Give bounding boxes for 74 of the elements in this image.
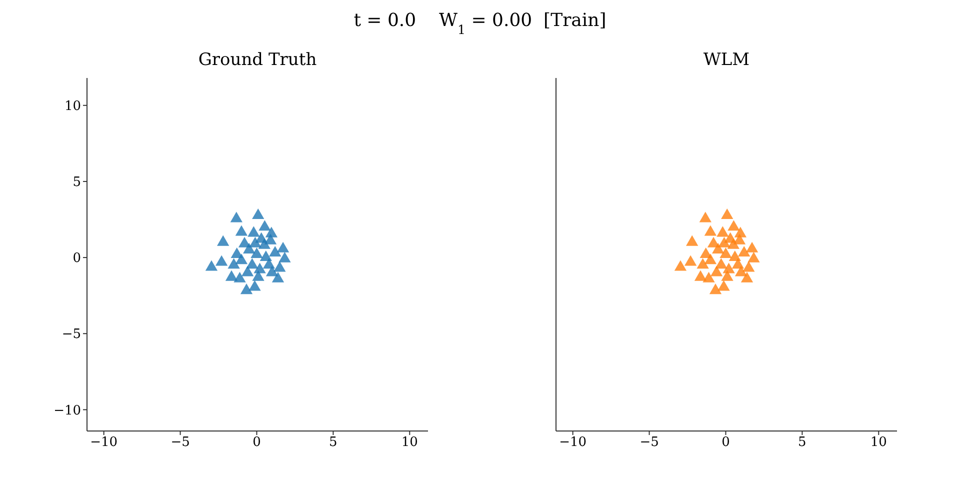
point <box>738 246 750 256</box>
point <box>240 284 253 294</box>
point <box>272 272 284 282</box>
point <box>704 225 717 236</box>
point <box>266 266 278 276</box>
point <box>716 226 729 237</box>
x-tick-label: 10 <box>870 435 887 450</box>
chart-title: WLM <box>702 50 751 70</box>
point <box>718 280 730 291</box>
x-tick-label: 10 <box>401 435 418 450</box>
point <box>684 255 697 266</box>
point <box>250 247 263 258</box>
point <box>274 261 286 272</box>
point <box>734 266 748 276</box>
x-tick-label: 5 <box>329 435 338 450</box>
y-tick-label: 10 <box>64 99 81 114</box>
point <box>696 258 709 269</box>
x-tick-label: −10 <box>559 435 587 450</box>
point <box>746 242 758 252</box>
point <box>252 270 264 281</box>
text: t = 0.0 W$_{1}$ = 0.00 [Train] <box>354 10 606 36</box>
point <box>694 270 707 281</box>
point <box>742 261 755 272</box>
point <box>252 208 264 220</box>
point <box>248 280 261 291</box>
point <box>235 225 248 236</box>
point <box>230 212 242 222</box>
x-tick-label: 0 <box>722 435 730 450</box>
point <box>215 255 228 266</box>
point <box>748 252 760 262</box>
point <box>700 247 712 258</box>
x-tick-label: −10 <box>90 435 118 450</box>
point <box>702 272 715 282</box>
point <box>225 270 238 281</box>
y-tick-label: 5 <box>72 175 81 190</box>
x-tick-label: 0 <box>252 435 261 450</box>
point <box>699 212 712 222</box>
point <box>721 208 734 220</box>
point <box>258 220 271 231</box>
point <box>715 258 728 269</box>
point <box>718 236 730 248</box>
point <box>230 247 243 258</box>
point <box>721 270 734 281</box>
point <box>674 260 687 271</box>
y-tick-label: −10 <box>54 403 81 418</box>
x-tick-label: 5 <box>798 435 806 450</box>
x-tick-label: −5 <box>640 435 659 450</box>
point <box>249 236 262 248</box>
chart-title: Ground Truth <box>197 50 318 70</box>
point <box>246 258 258 269</box>
y-tick-label: −5 <box>62 327 81 342</box>
point <box>733 234 746 244</box>
point <box>740 272 754 282</box>
point <box>707 236 720 248</box>
point <box>260 250 272 262</box>
point <box>709 284 722 294</box>
point <box>248 226 260 237</box>
point <box>264 234 277 244</box>
point <box>276 242 290 252</box>
point <box>234 272 246 282</box>
point <box>238 236 251 248</box>
point <box>278 252 291 262</box>
point <box>720 247 732 258</box>
point <box>728 250 741 262</box>
x-tick-label: −5 <box>170 435 190 450</box>
point <box>217 235 230 246</box>
point <box>241 266 254 276</box>
point <box>710 266 723 276</box>
point <box>686 235 698 246</box>
y-tick-label: 0 <box>72 251 81 266</box>
point <box>728 220 740 231</box>
point <box>205 260 218 271</box>
point <box>228 258 240 269</box>
point <box>269 246 282 256</box>
